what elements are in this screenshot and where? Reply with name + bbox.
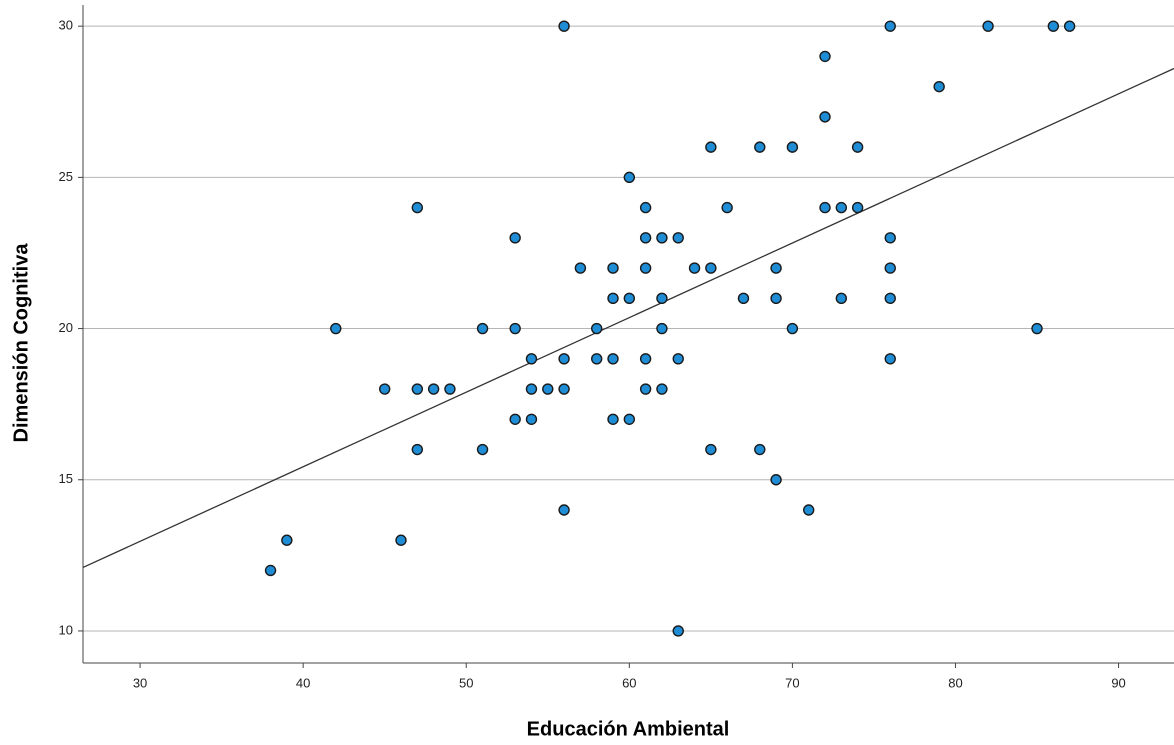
point — [770, 262, 782, 274]
point — [607, 262, 619, 274]
point — [754, 141, 766, 153]
point — [656, 383, 668, 395]
x-tick-label: 60 — [622, 675, 636, 690]
point — [476, 443, 489, 456]
point — [884, 353, 896, 365]
point — [607, 413, 619, 425]
point — [427, 383, 440, 395]
point — [411, 383, 424, 395]
point — [525, 383, 538, 395]
point — [639, 383, 652, 395]
point — [688, 262, 701, 274]
x-tick-label: 70 — [785, 675, 799, 690]
point — [884, 232, 896, 244]
point — [884, 292, 896, 305]
point — [639, 201, 652, 214]
point — [770, 292, 782, 305]
point — [705, 443, 717, 456]
point — [884, 20, 896, 32]
point — [1047, 20, 1060, 32]
point — [1031, 322, 1043, 335]
point — [851, 141, 864, 153]
point — [721, 201, 733, 214]
point — [851, 201, 864, 214]
point — [509, 413, 521, 425]
point — [607, 292, 619, 305]
point — [705, 262, 717, 274]
point — [558, 504, 570, 516]
point — [803, 504, 815, 516]
point — [737, 292, 750, 305]
point — [786, 322, 799, 335]
fit-line — [82, 67, 1174, 569]
point — [525, 413, 538, 425]
point — [1063, 20, 1076, 32]
x-tick-label: 50 — [459, 675, 473, 690]
x-tick-label: 30 — [133, 675, 147, 690]
point — [558, 383, 570, 395]
point — [933, 80, 945, 93]
point — [754, 443, 766, 456]
point — [672, 625, 684, 637]
point — [378, 383, 391, 395]
point — [558, 353, 570, 365]
y-tick-label: 10 — [59, 622, 73, 637]
point — [607, 353, 619, 365]
point — [672, 232, 684, 244]
point — [786, 141, 799, 153]
point — [476, 322, 489, 335]
point — [656, 322, 668, 335]
point — [656, 292, 668, 305]
point — [639, 262, 652, 274]
point — [835, 292, 848, 305]
point — [281, 534, 293, 546]
x-axis-title: Educación Ambiental — [527, 718, 730, 740]
point — [509, 232, 521, 244]
point — [884, 262, 896, 274]
point — [509, 322, 521, 335]
point — [411, 201, 424, 214]
x-tick-label: 80 — [948, 675, 962, 690]
point — [411, 443, 424, 456]
point — [574, 262, 587, 274]
point — [770, 474, 782, 486]
y-tick-label: 25 — [59, 169, 73, 184]
point — [395, 534, 407, 546]
x-tick-label: 40 — [296, 675, 310, 690]
y-tick-label: 30 — [59, 18, 73, 33]
point — [819, 50, 831, 63]
point — [819, 111, 831, 123]
point — [623, 171, 636, 184]
point — [672, 353, 684, 365]
point — [590, 322, 603, 335]
y-axis-title: Dimensión Cognitiva — [10, 243, 32, 443]
point — [558, 20, 570, 32]
point — [982, 20, 994, 32]
y-tick-label: 15 — [59, 471, 73, 486]
point — [525, 353, 538, 365]
point — [639, 353, 652, 365]
point — [623, 413, 636, 425]
point — [705, 141, 717, 153]
point — [590, 353, 603, 365]
x-tick-label: 90 — [1111, 675, 1125, 690]
y-tick-label: 20 — [59, 320, 73, 335]
point — [444, 383, 456, 395]
point — [330, 322, 342, 335]
point — [639, 232, 652, 244]
point — [819, 201, 831, 214]
point — [264, 564, 277, 577]
point — [656, 232, 668, 244]
point — [835, 201, 848, 214]
point — [623, 292, 636, 305]
point — [542, 383, 554, 395]
